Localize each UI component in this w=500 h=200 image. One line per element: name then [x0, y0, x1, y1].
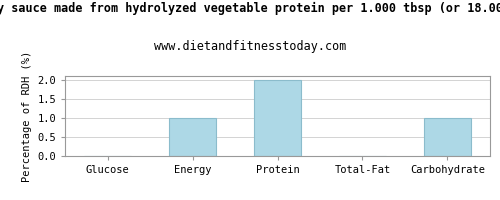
Y-axis label: Percentage of RDH (%): Percentage of RDH (%)	[22, 50, 32, 182]
Text: www.dietandfitnesstoday.com: www.dietandfitnesstoday.com	[154, 40, 346, 53]
Text: y sauce made from hydrolyzed vegetable protein per 1.000 tbsp (or 18.00: y sauce made from hydrolyzed vegetable p…	[0, 2, 500, 15]
Bar	[254, 80, 301, 156]
Bar	[424, 118, 470, 156]
Bar	[169, 118, 216, 156]
